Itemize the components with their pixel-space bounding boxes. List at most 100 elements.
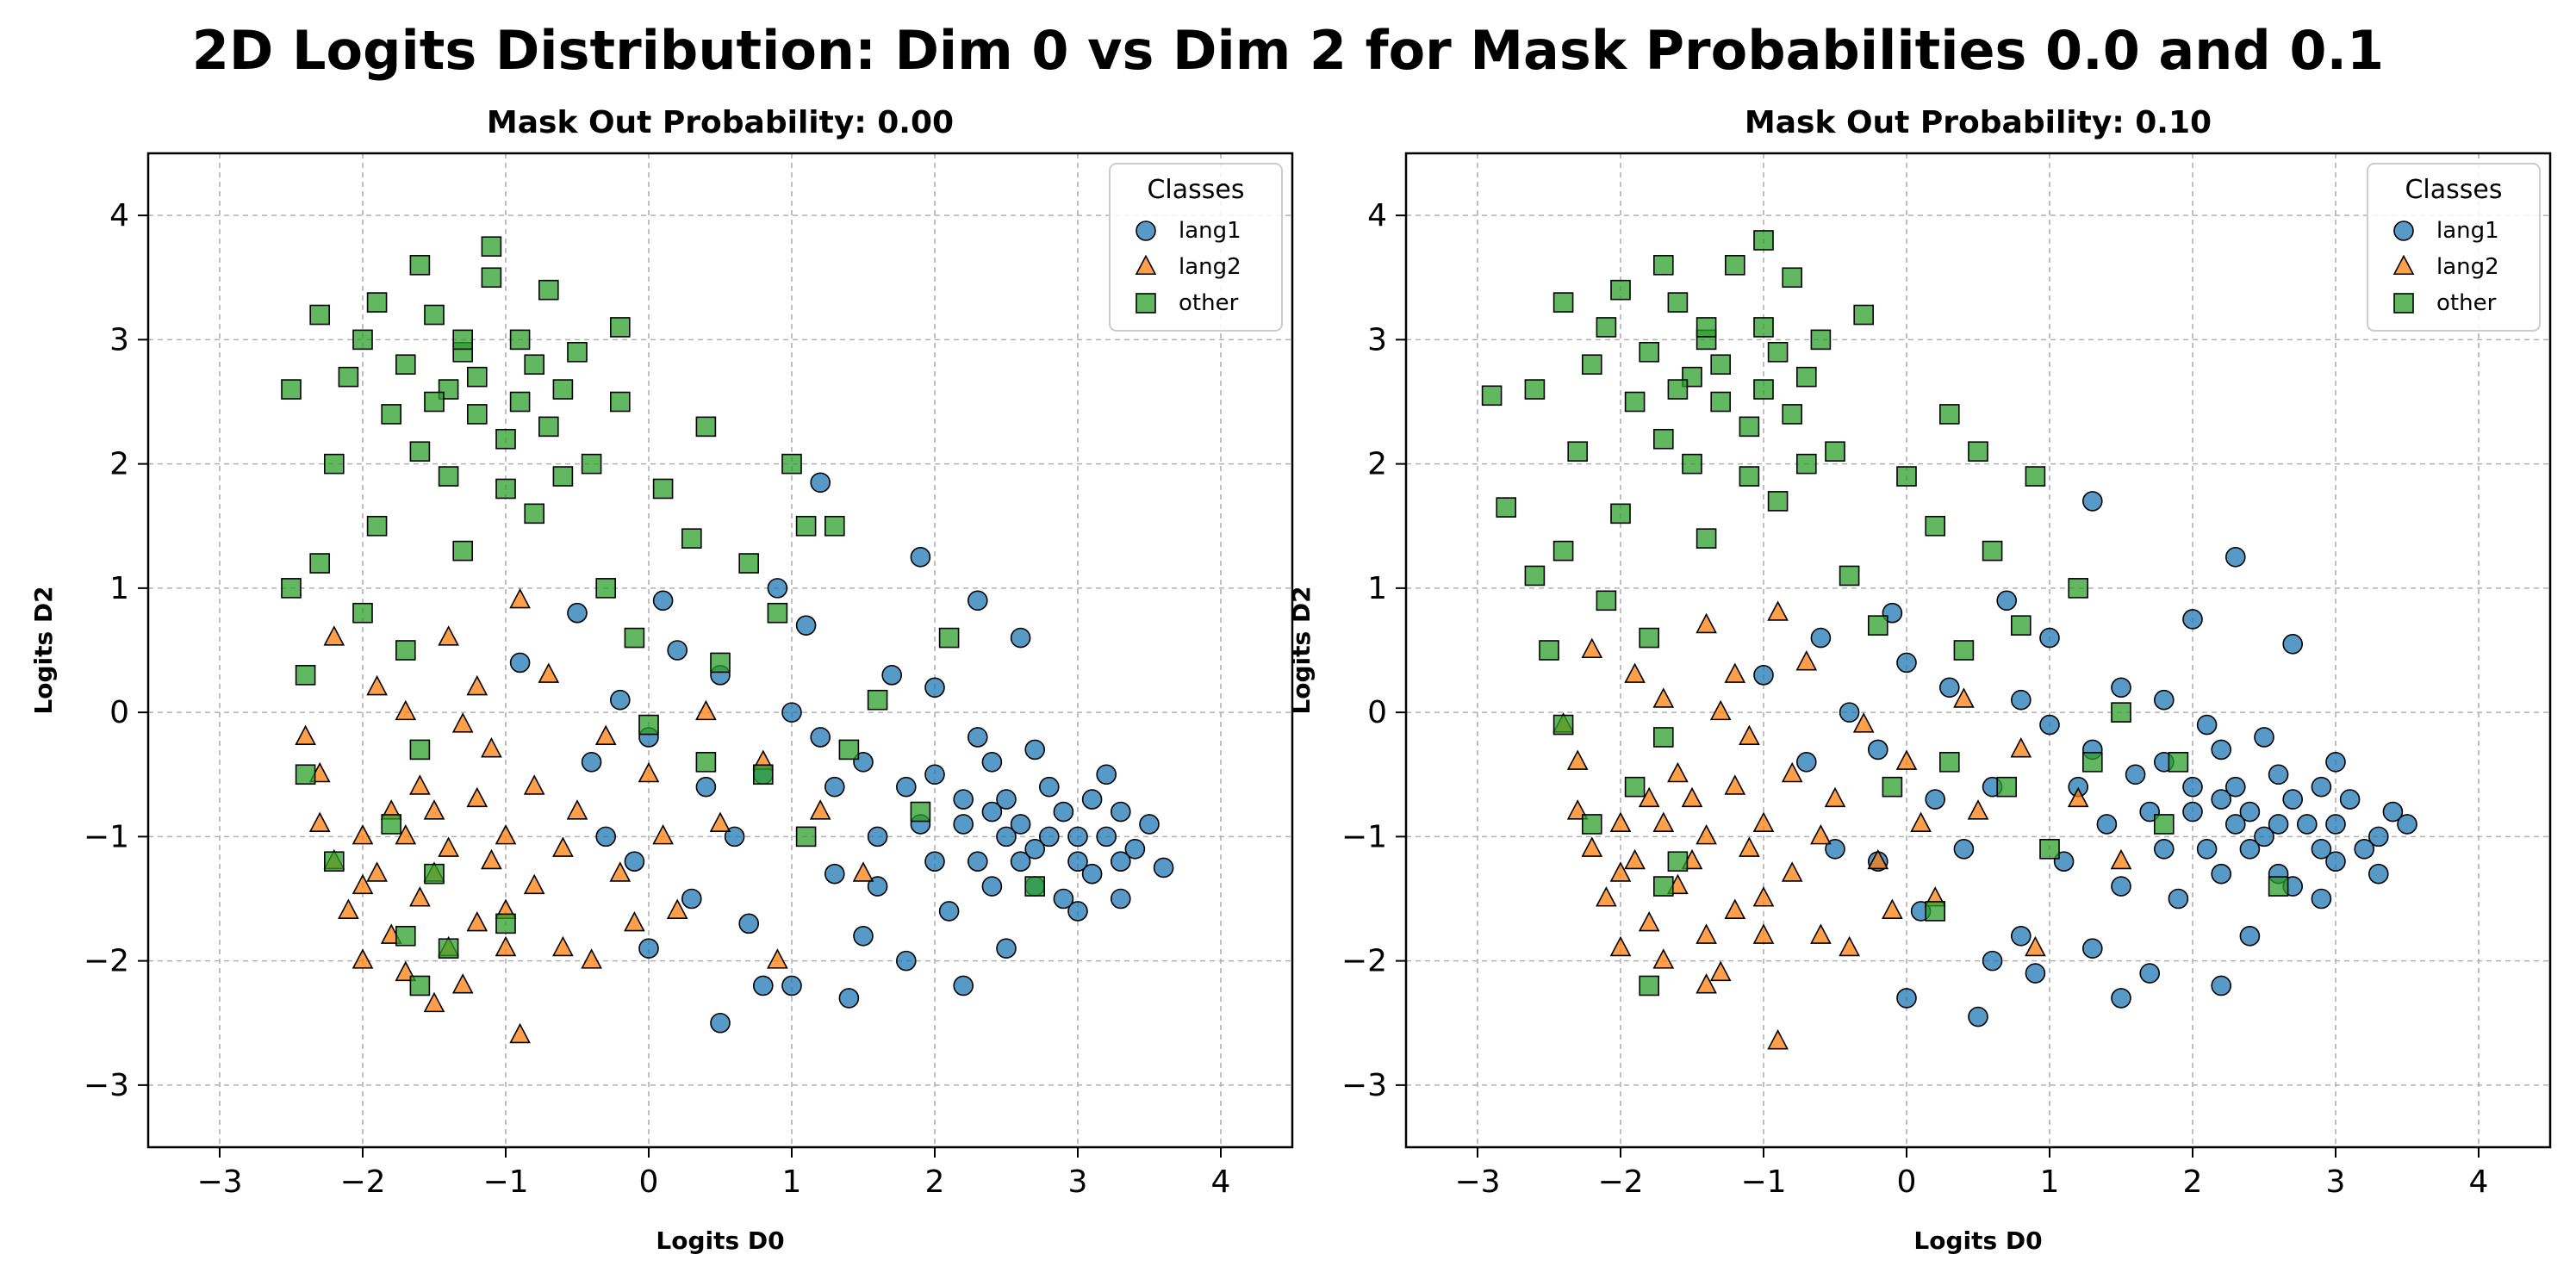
data-point-lang1 xyxy=(1996,590,2017,612)
data-point-other xyxy=(538,416,559,438)
x-tick-label: −3 xyxy=(196,1164,242,1200)
data-point-lang2 xyxy=(638,761,660,783)
data-point-other xyxy=(1753,230,1774,251)
data-point-other xyxy=(395,925,416,947)
data-point-other xyxy=(638,714,659,736)
data-point-lang2 xyxy=(1953,687,1975,708)
data-point-lang1 xyxy=(609,689,631,711)
data-point-lang1 xyxy=(968,727,988,748)
data-point-lang1 xyxy=(2082,491,2103,512)
series-lang2 xyxy=(1552,600,2132,1050)
data-point-other xyxy=(295,665,316,686)
data-point-other xyxy=(424,304,445,326)
data-point-other xyxy=(1925,515,1945,537)
data-point-other xyxy=(838,739,860,761)
data-point-lang1 xyxy=(2211,975,2231,997)
data-point-lang2 xyxy=(1852,712,1875,733)
data-point-lang2 xyxy=(352,948,374,969)
x-tick-label: −1 xyxy=(1740,1164,1786,1200)
data-point-other xyxy=(1796,453,1817,475)
data-point-other xyxy=(452,329,474,351)
data-point-lang1 xyxy=(2139,963,2160,984)
data-point-lang1 xyxy=(1939,677,1960,698)
data-point-other xyxy=(2082,752,2103,773)
legend: Classes lang1 lang2 other xyxy=(1109,163,1283,332)
data-point-lang2 xyxy=(1839,935,1860,957)
data-point-lang2 xyxy=(2110,848,2132,870)
y-tick-label: 4 xyxy=(109,198,129,233)
data-point-lang2 xyxy=(295,724,316,746)
data-point-lang1 xyxy=(1153,857,1174,879)
data-point-lang1 xyxy=(2311,776,2332,798)
data-point-lang1 xyxy=(1796,752,1817,773)
data-point-other xyxy=(1596,590,1617,612)
data-point-lang1 xyxy=(1896,652,1917,674)
data-point-other xyxy=(1782,404,1802,425)
data-point-other xyxy=(524,354,545,376)
data-point-lang2 xyxy=(1752,811,1775,832)
data-point-other xyxy=(1825,441,1845,463)
data-point-other xyxy=(1524,565,1546,587)
legend-label-lang1: lang1 xyxy=(2436,218,2499,244)
data-point-other xyxy=(710,652,731,674)
data-point-lang2 xyxy=(709,811,731,832)
data-point-lang1 xyxy=(667,640,688,661)
data-point-lang2 xyxy=(1752,886,1775,907)
data-point-lang1 xyxy=(2211,863,2231,885)
data-point-other xyxy=(395,354,416,376)
data-point-lang2 xyxy=(552,836,574,857)
data-point-lang1 xyxy=(968,590,988,612)
data-point-other xyxy=(323,453,345,475)
data-point-lang1 xyxy=(881,665,902,686)
data-point-lang2 xyxy=(2067,786,2089,808)
data-point-other xyxy=(1767,341,1789,363)
data-point-other xyxy=(509,391,531,413)
data-point-lang1 xyxy=(2211,789,2231,810)
data-point-lang1 xyxy=(1868,739,1888,761)
data-point-lang2 xyxy=(1638,910,1660,932)
data-point-other xyxy=(1610,503,1631,525)
legend-marker-lang1 xyxy=(1136,220,1156,241)
data-point-other xyxy=(1782,267,1802,289)
data-point-lang1 xyxy=(896,950,917,972)
data-point-lang1 xyxy=(2111,677,2131,698)
x-tick-label: −2 xyxy=(1597,1164,1643,1200)
data-point-lang2 xyxy=(609,861,632,882)
data-point-other xyxy=(1496,497,1516,518)
data-point-other xyxy=(1896,466,1917,487)
data-point-lang1 xyxy=(2239,801,2261,823)
data-point-other xyxy=(466,366,488,388)
data-point-other xyxy=(1767,491,1789,512)
data-point-lang1 xyxy=(1810,627,1832,649)
x-tick-label: 2 xyxy=(925,1164,945,1200)
data-point-lang2 xyxy=(1781,761,1803,783)
data-point-other xyxy=(1953,640,1975,661)
data-point-lang2 xyxy=(509,587,531,609)
data-point-lang2 xyxy=(552,935,574,957)
data-point-other xyxy=(624,627,645,649)
data-point-other xyxy=(1696,528,1717,549)
data-point-other xyxy=(424,863,445,885)
data-point-lang2 xyxy=(1810,923,1832,944)
data-point-lang1 xyxy=(2397,814,2417,835)
data-point-lang1 xyxy=(1039,826,1060,847)
x-tick-label: 4 xyxy=(2469,1164,2489,1200)
x-tick-label: 3 xyxy=(2326,1164,2346,1200)
data-point-other xyxy=(309,553,331,574)
data-point-lang1 xyxy=(938,901,960,922)
data-point-other xyxy=(552,466,574,487)
data-point-lang1 xyxy=(953,789,974,810)
data-point-other xyxy=(552,379,574,400)
data-point-other xyxy=(1939,404,1960,425)
data-point-lang1 xyxy=(2096,814,2118,835)
data-point-lang1 xyxy=(681,888,702,910)
data-point-lang1 xyxy=(824,776,845,798)
data-point-lang1 xyxy=(767,578,788,599)
data-point-lang2 xyxy=(1609,935,1632,957)
y-tick-label: −2 xyxy=(1341,944,1387,979)
data-point-lang1 xyxy=(2182,801,2203,823)
data-point-lang2 xyxy=(509,1022,531,1044)
data-point-lang2 xyxy=(767,948,788,969)
data-point-lang1 xyxy=(2011,689,2032,711)
data-point-lang1 xyxy=(1024,739,1045,761)
